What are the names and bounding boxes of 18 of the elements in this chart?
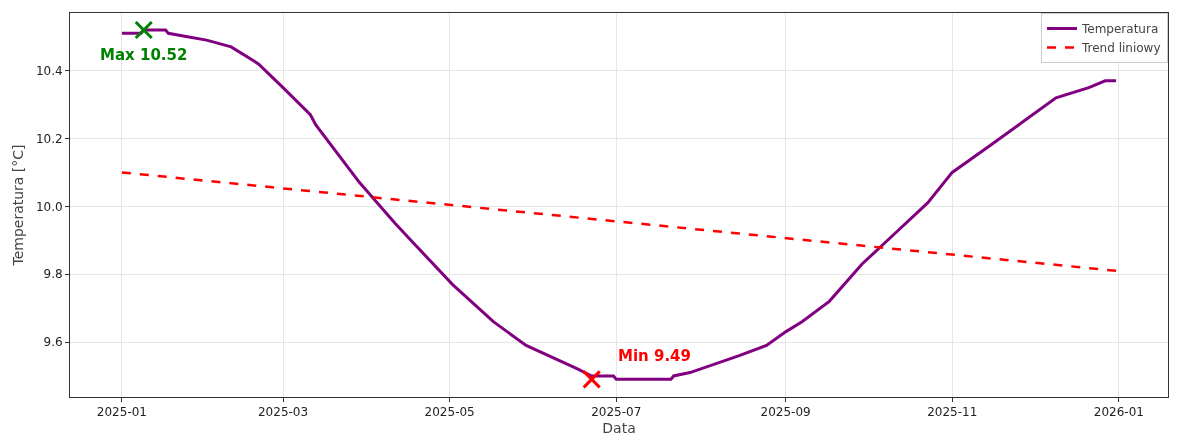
legend-label: Temperatura: [1081, 22, 1159, 37]
x-tick-label: 2025-09: [760, 405, 811, 420]
x-tick-label: 2025-11: [927, 405, 978, 420]
x-tick-label: 2026-01: [1093, 405, 1144, 420]
y-axis-title: Temperatura [°C]: [10, 144, 27, 267]
y-tick-label: 10.2: [35, 131, 63, 146]
y-tick-label: 10.0: [35, 199, 63, 214]
legend-label: Trend liniowy: [1081, 41, 1161, 56]
y-tick-label: 10.4: [35, 63, 63, 78]
y-tick-label: 9.6: [43, 335, 63, 350]
x-axis-title: Data: [602, 419, 636, 436]
annotation: Max 10.52: [100, 46, 188, 64]
x-tick-label: 2025-01: [96, 405, 147, 420]
annotation: Min 9.49: [618, 347, 691, 365]
x-tick-label: 2025-07: [591, 405, 642, 420]
x-tick-label: 2025-05: [424, 405, 475, 420]
y-tick-label: 9.8: [43, 267, 63, 282]
x-tick-label: 2025-03: [257, 405, 309, 420]
